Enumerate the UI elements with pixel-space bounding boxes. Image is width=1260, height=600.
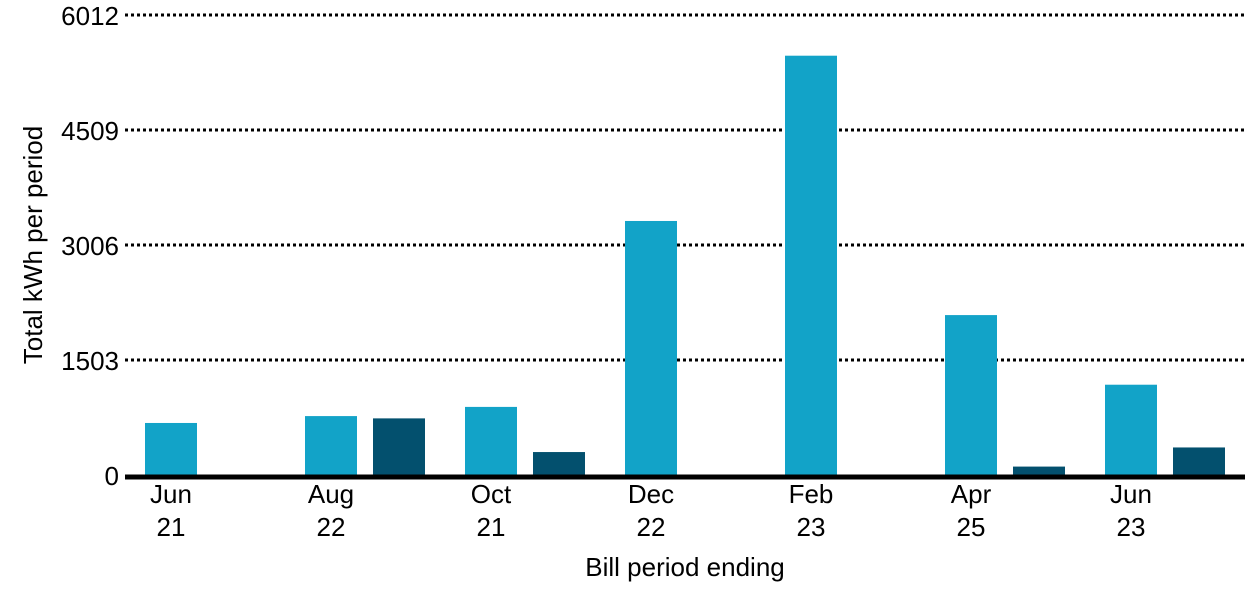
x-tick-label-month: Aug — [308, 479, 354, 509]
y-tick-label: 4509 — [61, 116, 119, 146]
x-tick-label-number: 22 — [317, 512, 346, 542]
x-tick-label-number: 23 — [797, 512, 826, 542]
x-tick-label-number: 21 — [477, 512, 506, 542]
x-tick-label-month: Dec — [628, 479, 674, 509]
x-tick-label-month: Oct — [471, 479, 512, 509]
x-tick-label-number: 21 — [157, 512, 186, 542]
bar-series-1 — [785, 55, 837, 475]
bar-series-1 — [305, 416, 357, 475]
bar-series-1 — [1105, 384, 1157, 475]
bars — [145, 55, 1225, 475]
bar-series-1 — [625, 220, 677, 475]
x-tick-label-month: Apr — [951, 479, 992, 509]
x-tick-label-number: 22 — [637, 512, 666, 542]
y-tick-label: 1503 — [61, 346, 119, 376]
y-tick-labels: 0 1503 3006 4509 6012 — [61, 1, 119, 491]
bar-series-2 — [1013, 466, 1065, 475]
x-axis-title: Bill period ending — [585, 552, 784, 582]
y-tick-label: 0 — [105, 461, 119, 491]
x-tick-label-month: Feb — [789, 479, 834, 509]
gridlines — [125, 13, 1245, 362]
x-tick-label-month: Jun — [150, 479, 192, 509]
x-tick-label-number: 25 — [957, 512, 986, 542]
bar-series-1 — [465, 406, 517, 475]
x-tick-label-month: Jun — [1110, 479, 1152, 509]
bar-series-2 — [1173, 447, 1225, 475]
bar-series-2 — [533, 452, 585, 475]
x-tick-label-number: 23 — [1117, 512, 1146, 542]
y-tick-label: 6012 — [61, 1, 119, 31]
bar-series-1 — [145, 422, 197, 475]
y-tick-label: 3006 — [61, 231, 119, 261]
bar-series-1 — [945, 315, 997, 475]
y-axis-title: Total kWh per period — [18, 126, 48, 364]
bar-series-2 — [373, 418, 425, 475]
